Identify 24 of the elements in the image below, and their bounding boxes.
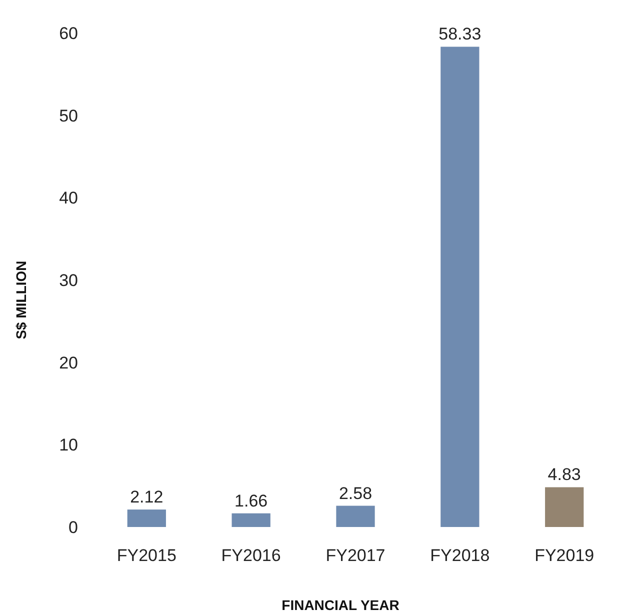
- x-tick-label: FY2018: [430, 546, 490, 565]
- y-tick-label: 60: [59, 24, 78, 43]
- data-label: 2.58: [338, 484, 372, 503]
- y-tick-label: 30: [59, 270, 78, 290]
- y-tick-label: 0: [68, 518, 78, 537]
- x-tick-label: FY2017: [326, 546, 386, 565]
- y-axis-title: S$ MILLION: [13, 260, 29, 340]
- bar: [127, 510, 166, 527]
- x-axis-title: FINANCIAL YEAR: [282, 597, 400, 613]
- data-label: 58.33: [438, 24, 482, 44]
- data-label: 2.12: [130, 488, 164, 507]
- bar: [545, 487, 584, 527]
- bar: [232, 513, 270, 527]
- x-tick-label: FY2015: [116, 546, 176, 565]
- y-tick-label: 50: [59, 106, 78, 126]
- y-tick-label: 40: [59, 188, 78, 208]
- x-tick-label: FY2019: [534, 546, 594, 565]
- data-label: 1.66: [234, 491, 268, 510]
- bar: [336, 506, 375, 527]
- data-label: 4.83: [548, 465, 581, 484]
- y-tick-label: 20: [59, 353, 78, 372]
- x-tick-label: FY2016: [221, 546, 281, 565]
- bar: [440, 46, 480, 527]
- y-tick-label: 10: [59, 436, 78, 455]
